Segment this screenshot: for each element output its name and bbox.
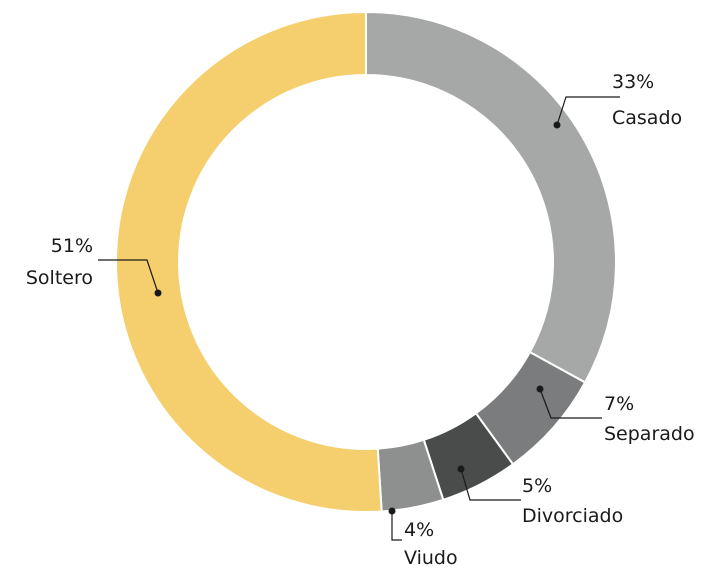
category-label: Soltero	[26, 267, 93, 289]
leader-line	[539, 388, 602, 419]
category-label: Viudo	[404, 547, 458, 569]
value-label: 5%	[522, 475, 552, 497]
leader-dot	[154, 289, 162, 297]
value-label: 33%	[612, 71, 654, 93]
leader-line	[460, 468, 521, 501]
leader-dot	[457, 465, 465, 473]
leader-dot	[388, 507, 396, 515]
leader-line	[391, 511, 402, 541]
category-label: Separado	[604, 423, 695, 445]
category-label: Casado	[612, 107, 682, 129]
value-label: 4%	[404, 519, 434, 541]
donut-segment	[365, 10, 617, 384]
donut-segment	[115, 10, 383, 513]
leader-dot	[553, 121, 561, 129]
value-label: 51%	[51, 235, 93, 257]
leader-line	[556, 96, 620, 126]
category-label: Divorciado	[522, 505, 623, 527]
leader-line	[98, 259, 159, 294]
value-label: 7%	[604, 393, 634, 415]
leader-dot	[536, 385, 544, 393]
